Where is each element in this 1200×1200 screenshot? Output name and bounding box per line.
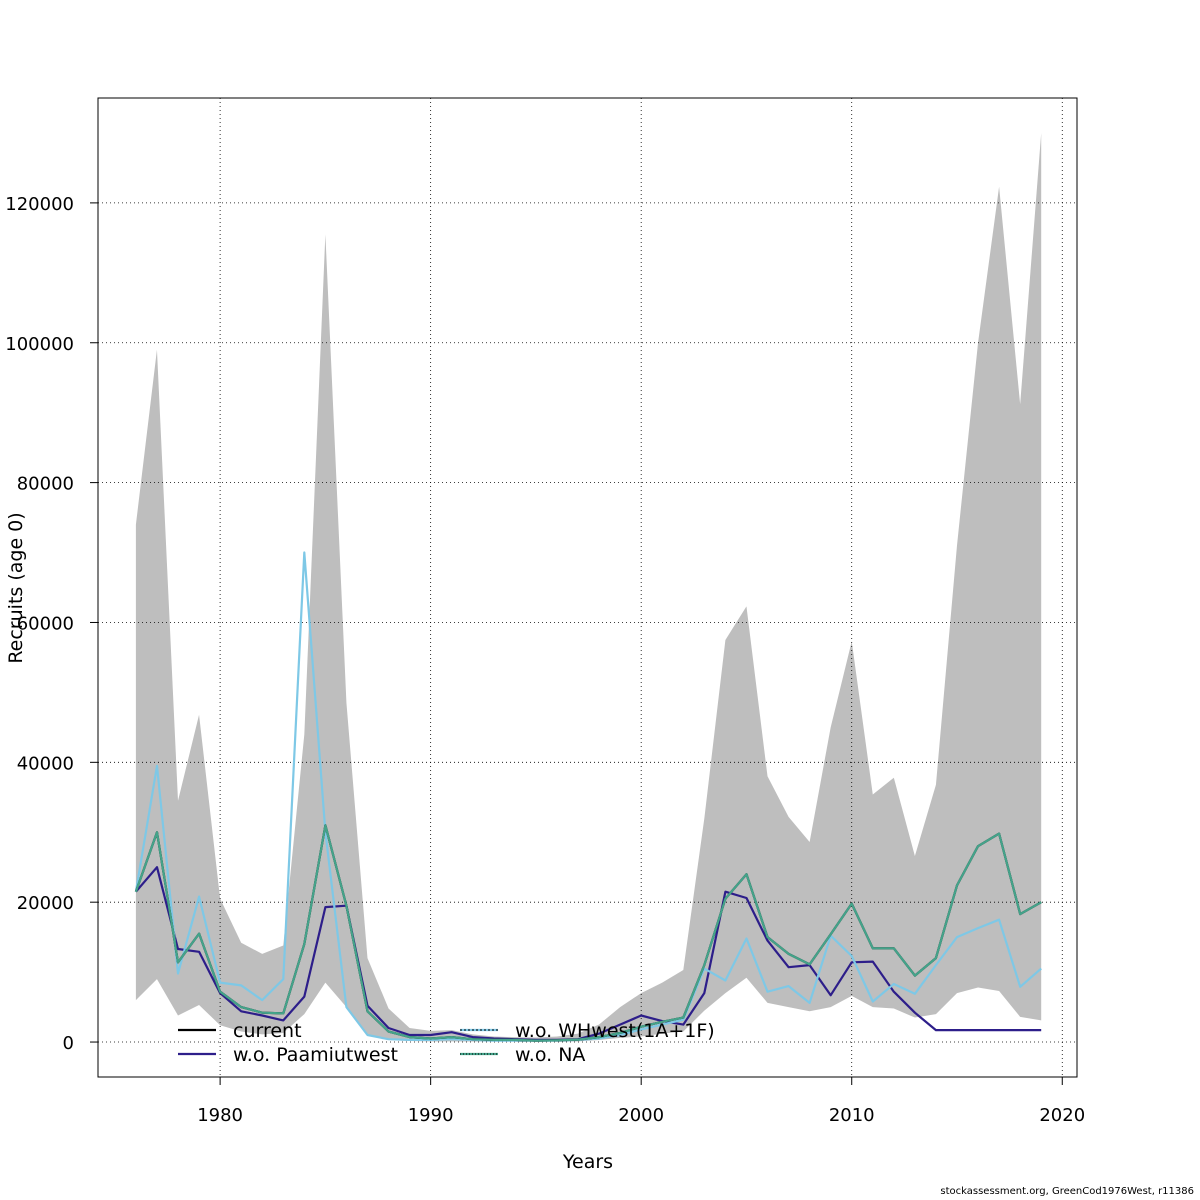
confidence-band — [135, 132, 1042, 1042]
y-tick-label: 40000 — [17, 753, 74, 774]
y-tick-label: 20000 — [17, 893, 74, 914]
x-axis-title: Years — [562, 1151, 613, 1173]
series-line-w-o-na — [134, 824, 1042, 1042]
x-tick-label: 2020 — [1039, 1105, 1085, 1126]
y-tick-label: 100000 — [5, 334, 74, 355]
y-tick-label: 120000 — [5, 194, 74, 215]
series-layer — [134, 551, 1042, 1042]
x-axis: 1980 1990 2000 2010 2020 — [197, 1077, 1085, 1126]
legend-label: w.o. NA — [515, 1044, 585, 1066]
y-axis-title: Recruits (age 0) — [5, 512, 27, 663]
x-tick-label: 1990 — [408, 1105, 454, 1126]
confidence-band-layer — [135, 132, 1042, 1042]
legend-label: w.o. Paamiutwest — [233, 1044, 398, 1066]
y-axis: 0 20000 40000 60000 80000 100000 120000 — [5, 194, 98, 1054]
x-tick-label: 1980 — [197, 1105, 243, 1126]
footer-credit: stockassessment.org, GreenCod1976West, r… — [940, 1186, 1194, 1197]
y-tick-label: 80000 — [17, 474, 74, 495]
x-tick-label: 2000 — [618, 1105, 664, 1126]
legend-label: w.o. WHwest(1A+1F) — [515, 1020, 715, 1042]
y-tick-label: 0 — [63, 1033, 74, 1054]
plot-frame — [97, 97, 1078, 1078]
legend-label: current — [233, 1020, 302, 1042]
y-tick-label: 60000 — [17, 613, 74, 634]
x-tick-label: 2010 — [829, 1105, 875, 1126]
